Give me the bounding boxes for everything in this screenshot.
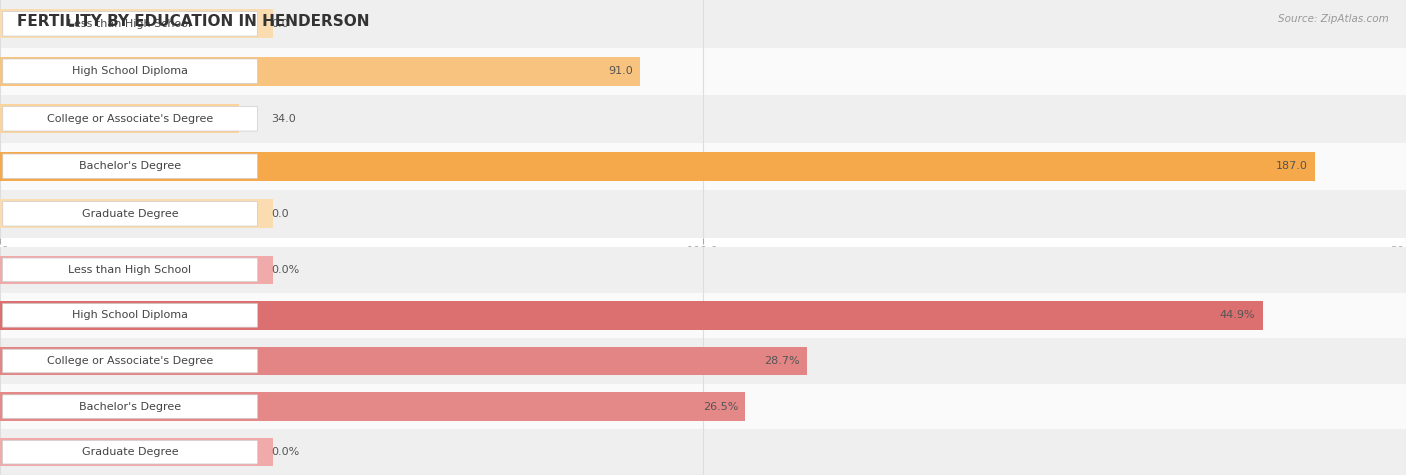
Bar xyxy=(0,152,1315,181)
Bar xyxy=(0,0,1406,48)
Bar xyxy=(0,384,1406,429)
Bar xyxy=(0,199,273,228)
Bar xyxy=(0,347,807,375)
Bar xyxy=(0,301,1263,330)
Text: 28.7%: 28.7% xyxy=(765,356,800,366)
Text: 0.0: 0.0 xyxy=(271,209,290,219)
Text: 187.0: 187.0 xyxy=(1275,161,1308,171)
Bar xyxy=(0,95,1406,142)
Text: 91.0: 91.0 xyxy=(607,66,633,76)
Bar xyxy=(0,338,1406,384)
Text: 0.0: 0.0 xyxy=(271,19,290,29)
Bar xyxy=(0,9,273,38)
Bar xyxy=(0,104,239,133)
Bar xyxy=(0,293,1406,338)
FancyBboxPatch shape xyxy=(3,304,257,327)
Text: 0.0%: 0.0% xyxy=(271,447,299,457)
FancyBboxPatch shape xyxy=(3,395,257,418)
Bar xyxy=(0,256,273,284)
Bar xyxy=(0,392,745,421)
FancyBboxPatch shape xyxy=(3,349,257,373)
Text: Graduate Degree: Graduate Degree xyxy=(82,209,179,219)
Text: 26.5%: 26.5% xyxy=(703,401,738,412)
Bar xyxy=(0,438,273,466)
FancyBboxPatch shape xyxy=(3,106,257,131)
FancyBboxPatch shape xyxy=(3,201,257,226)
Bar xyxy=(0,429,1406,475)
Text: High School Diploma: High School Diploma xyxy=(72,310,188,321)
Bar xyxy=(0,142,1406,190)
Text: College or Associate's Degree: College or Associate's Degree xyxy=(46,114,214,124)
FancyBboxPatch shape xyxy=(3,440,257,464)
Bar xyxy=(0,57,640,86)
Text: High School Diploma: High School Diploma xyxy=(72,66,188,76)
Text: Bachelor's Degree: Bachelor's Degree xyxy=(79,161,181,171)
FancyBboxPatch shape xyxy=(3,11,257,36)
Bar xyxy=(0,190,1406,238)
Text: Source: ZipAtlas.com: Source: ZipAtlas.com xyxy=(1278,14,1389,24)
Bar xyxy=(0,247,1406,293)
Text: 34.0: 34.0 xyxy=(271,114,297,124)
FancyBboxPatch shape xyxy=(3,59,257,84)
Text: 44.9%: 44.9% xyxy=(1220,310,1256,321)
Text: FERTILITY BY EDUCATION IN HENDERSON: FERTILITY BY EDUCATION IN HENDERSON xyxy=(17,14,370,29)
Bar xyxy=(0,48,1406,95)
Text: Less than High School: Less than High School xyxy=(69,265,191,275)
FancyBboxPatch shape xyxy=(3,154,257,179)
Text: 0.0%: 0.0% xyxy=(271,265,299,275)
FancyBboxPatch shape xyxy=(3,258,257,282)
Text: College or Associate's Degree: College or Associate's Degree xyxy=(46,356,214,366)
Text: Less than High School: Less than High School xyxy=(69,19,191,29)
Text: Graduate Degree: Graduate Degree xyxy=(82,447,179,457)
Text: Bachelor's Degree: Bachelor's Degree xyxy=(79,401,181,412)
